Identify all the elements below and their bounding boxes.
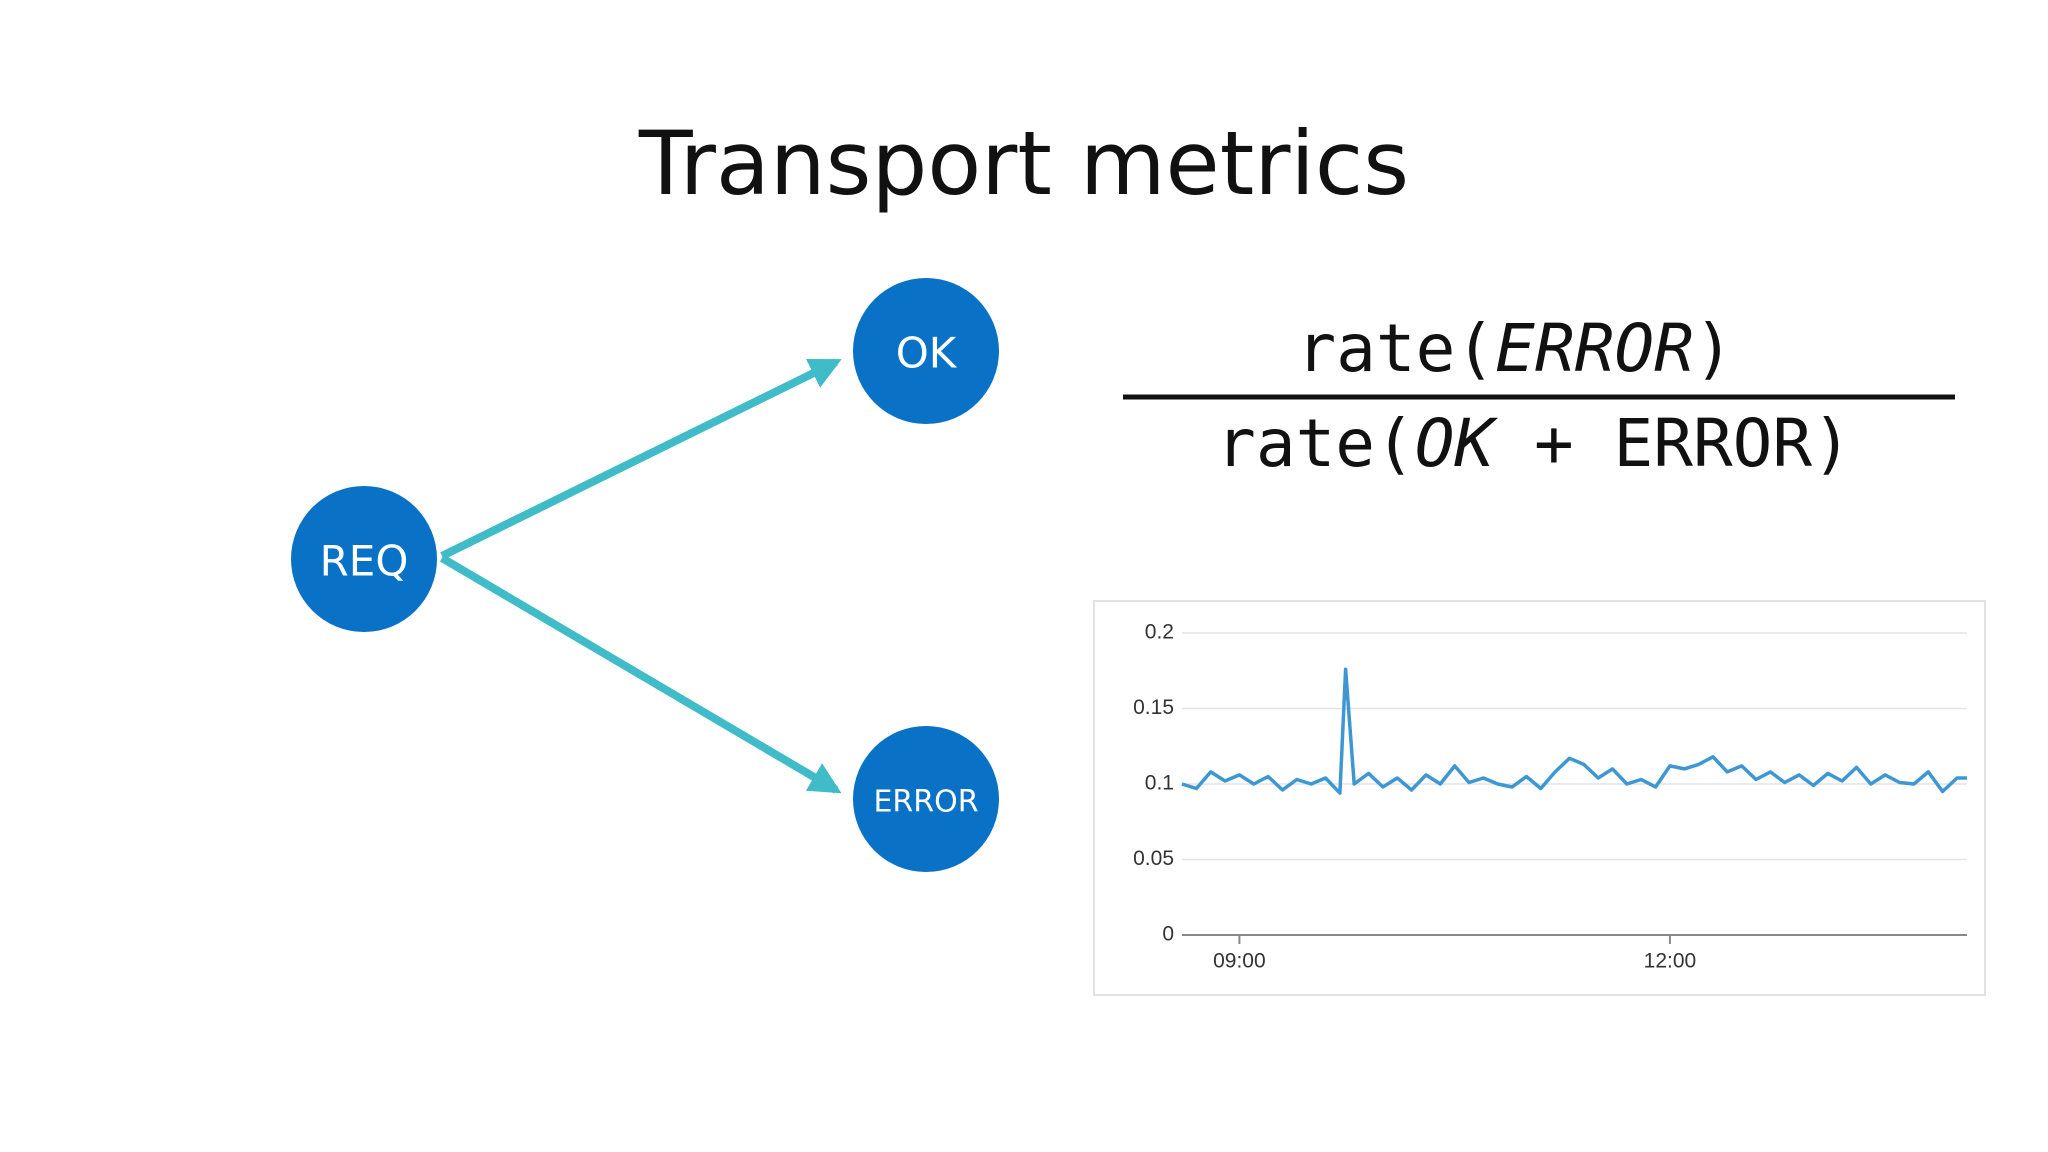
node-label: REQ <box>320 537 409 586</box>
node <box>291 486 437 632</box>
node <box>853 278 999 424</box>
x-tick-label: 09:00 <box>1213 950 1266 973</box>
y-tick-label: 0.1 <box>1145 772 1174 795</box>
x-tick-label: 12:00 <box>1644 950 1697 973</box>
slide-title: Transport metrics <box>638 112 1409 215</box>
formula-part: ERROR <box>1495 310 1694 387</box>
y-tick-label: 0.05 <box>1133 847 1174 870</box>
formula-part: rate( <box>1296 310 1495 387</box>
y-tick-label: 0.15 <box>1133 696 1174 719</box>
y-tick-label: 0.2 <box>1145 621 1174 644</box>
formula-numerator: rate(ERROR) <box>1296 310 1733 387</box>
formula-part: rate( <box>1216 405 1415 482</box>
edge-arrow <box>439 554 842 794</box>
formula-part: + ERROR) <box>1494 405 1852 482</box>
y-tick-label: 0 <box>1162 923 1174 946</box>
line-series <box>1181 667 1967 795</box>
formula-part: OK <box>1415 405 1499 482</box>
node <box>853 726 999 872</box>
chart: 0 0.05 0.1 0.15 0.2 09:00 12:00 <box>1133 621 1967 973</box>
formula-part: ) <box>1694 310 1734 387</box>
node-label: ERROR <box>873 785 978 820</box>
node-label: OK <box>896 329 958 378</box>
chart-panel <box>1093 600 1986 996</box>
edge-arrow <box>440 358 842 560</box>
formula-denominator: rate(OK + ERROR) <box>1216 405 1852 482</box>
